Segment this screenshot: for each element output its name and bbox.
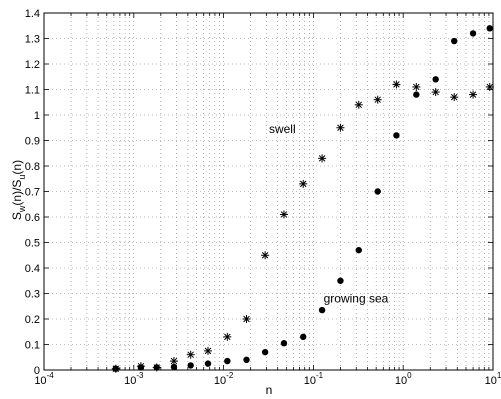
swell-point: [412, 82, 421, 91]
growing-sea-point: [432, 76, 439, 83]
swell-point: [431, 88, 440, 97]
growing-sea-point: [374, 188, 381, 195]
data-series: [111, 25, 494, 373]
swell-point: [203, 346, 212, 355]
swell-point: [242, 315, 251, 323]
y-tick-label: 1.1: [25, 85, 40, 97]
y-tick-label: 1.2: [25, 59, 40, 71]
growing-sea-point: [486, 25, 493, 32]
x-tick-label: 10-4: [34, 371, 54, 387]
swell-point: [279, 210, 288, 219]
growing-sea-point: [170, 363, 178, 371]
x-axis-label: n: [266, 383, 273, 397]
y-tick-label: 1.3: [25, 34, 40, 46]
tick-marks: [44, 12, 493, 371]
y-tick-label: 0.7: [25, 187, 40, 199]
growing-sea-point: [300, 333, 307, 341]
growing-sea-point: [187, 362, 194, 369]
grid: [44, 13, 493, 370]
y-tick-label: 1.4: [25, 8, 40, 20]
x-tick-label: 100: [395, 371, 412, 387]
chart-annotation: swell: [269, 122, 296, 136]
swell-point: [392, 80, 401, 89]
growing-sea-point: [243, 356, 250, 363]
y-tick-label: 1: [34, 110, 40, 122]
y-axis-label-s: S: [10, 212, 24, 220]
growing-sea-point: [451, 37, 458, 45]
swell-point: [485, 82, 494, 91]
y-axis-label-end: (n): [10, 160, 24, 175]
y-tick-label: 0: [34, 365, 40, 377]
growing-sea-point: [413, 91, 420, 98]
y-tick-label: 0.2: [25, 314, 40, 326]
swell-point: [450, 93, 459, 102]
swell-point: [186, 350, 195, 359]
y-tick-label: 0.6: [25, 212, 40, 224]
growing-sea-point: [393, 132, 400, 139]
y-axis-label-mid: (n)/S: [10, 180, 24, 206]
swell-point: [469, 90, 478, 99]
y-tick-label: 0.1: [25, 340, 40, 352]
growing-sea-point: [280, 340, 288, 347]
y-tick-label: 0.3: [25, 289, 40, 301]
growing-sea-point: [355, 246, 362, 254]
growing-sea-point: [318, 306, 326, 314]
swell-point: [373, 95, 382, 104]
x-tick-label: 10-1: [304, 371, 324, 387]
x-tick-labels: 10-4 10-3 10-2 10-1 100 101: [34, 371, 501, 387]
swell-point: [299, 179, 308, 188]
growing-sea-point: [337, 277, 344, 284]
swell-point: [223, 332, 232, 341]
x-tick-label: 10-3: [124, 371, 144, 387]
growing-sea-point: [204, 360, 212, 367]
annotations: swell growing sea: [269, 122, 389, 306]
chart-annotation: growing sea: [324, 291, 389, 305]
y-tick-label: 0.8: [25, 161, 40, 173]
y-axis-label: Sw(n)/Su(n): [10, 160, 27, 220]
growing-sea-point: [224, 357, 231, 365]
growing-sea-point: [153, 364, 160, 371]
y-axis-label-sub-w: w: [17, 205, 27, 213]
swell-point: [318, 154, 327, 163]
y-tick-label: 0.5: [25, 238, 40, 250]
swell-point: [336, 123, 345, 132]
y-tick-label: 0.9: [25, 136, 40, 148]
growing-sea-point: [261, 348, 269, 356]
x-tick-label: 101: [485, 371, 501, 387]
x-tick-label: 10-2: [214, 371, 234, 387]
swell-point: [354, 100, 363, 109]
growing-sea-point: [469, 30, 477, 37]
growing-sea-point: [137, 364, 145, 371]
y-tick-labels: 0 0.1 0.2 0.3 0.4 0.5 0.6 0.7 0.8 0.9 1 1.1 1.2 1.3 1.…: [25, 8, 40, 377]
growing-sea-point: [112, 365, 119, 372]
swell-point: [261, 251, 270, 260]
y-axis-label-sub-u: u: [17, 175, 27, 180]
y-tick-label: 0.4: [25, 263, 40, 275]
